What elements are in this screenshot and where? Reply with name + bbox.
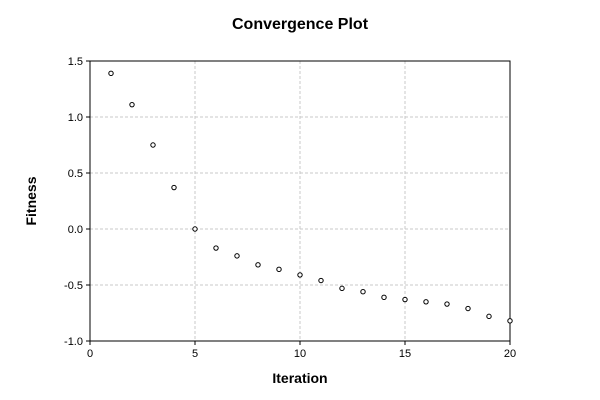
data-point <box>486 313 492 320</box>
x-tick-label: 10 <box>294 348 306 360</box>
data-point <box>444 301 450 307</box>
data-point <box>507 318 513 324</box>
data-point <box>129 101 135 108</box>
y-tick-label: 0.0 <box>68 224 83 236</box>
y-tick-label: -1.0 <box>64 336 83 348</box>
data-points <box>108 70 513 324</box>
data-point <box>318 277 324 284</box>
data-point <box>150 142 156 148</box>
y-tick-label: 0.5 <box>68 168 83 180</box>
data-point <box>276 266 282 273</box>
x-tick-label: 15 <box>399 348 411 360</box>
data-point <box>339 285 345 292</box>
tick-layer: 0 5 10 15 20 1.5 1.0 0.5 0.0 -0.5 -1.0 <box>64 56 516 360</box>
x-tick-label: 20 <box>504 348 516 360</box>
data-point <box>108 70 114 77</box>
data-point <box>402 296 408 303</box>
y-tick-label: -0.5 <box>64 280 83 292</box>
x-axis-label: Iteration <box>272 370 327 386</box>
chart-title: Convergence Plot <box>232 16 369 33</box>
data-point <box>423 299 429 305</box>
y-tick-label: 1.5 <box>68 56 83 68</box>
data-point <box>171 184 177 191</box>
data-point <box>297 272 303 278</box>
y-axis-label: Fitness <box>23 176 39 225</box>
data-point <box>255 262 261 268</box>
data-point <box>234 253 240 259</box>
x-tick-label: 5 <box>192 348 198 360</box>
grid-layer <box>90 61 510 341</box>
data-point <box>213 245 219 251</box>
x-tick-label: 0 <box>87 348 93 360</box>
data-point <box>192 226 198 232</box>
data-point <box>360 289 366 295</box>
y-tick-label: 1.0 <box>68 112 83 124</box>
data-point <box>381 294 387 301</box>
data-point <box>465 305 471 312</box>
